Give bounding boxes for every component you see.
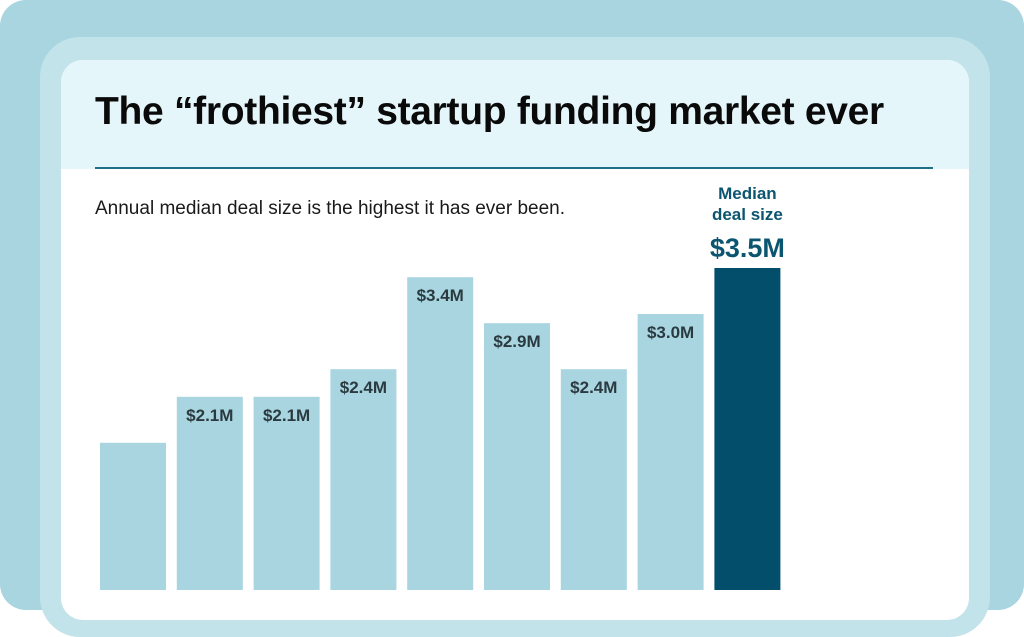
bar-label-3: $2.4M — [340, 378, 387, 397]
bar-8 — [714, 268, 781, 590]
bar-label-5: $2.9M — [493, 332, 540, 351]
bar-0 — [100, 442, 166, 590]
bar-2 — [253, 396, 320, 590]
highlight-annotation-group: Median deal size $3.5M — [710, 184, 785, 263]
annotation-value: $3.5M — [710, 233, 785, 263]
bar-chart: $2.1M $2.1M $2.4M $3.4M $2.9M $2.4M $3.0M Medi… — [100, 184, 785, 590]
bar-label-6: $2.4M — [570, 378, 617, 397]
bar-label-2: $2.1M — [263, 406, 310, 425]
bar-7 — [637, 314, 704, 590]
bars-group — [100, 268, 781, 590]
bar-labels-group: $2.1M $2.1M $2.4M $3.4M $2.9M $2.4M $3.0M — [186, 286, 694, 425]
bar-1 — [176, 396, 243, 590]
bar-5 — [484, 323, 550, 590]
chart-card: The “frothiest” startup funding market e… — [61, 60, 969, 620]
bar-4 — [407, 277, 474, 590]
bar-label-7: $3.0M — [647, 323, 694, 342]
bar-3 — [330, 369, 397, 590]
title-divider — [95, 167, 933, 169]
bar-6 — [560, 369, 627, 590]
annotation-line-2: deal size — [712, 205, 783, 224]
card-header — [61, 60, 969, 169]
chart-subtitle: Annual median deal size is the highest i… — [95, 198, 566, 219]
bar-label-1: $2.1M — [186, 406, 233, 425]
annotation-line-1: Median — [718, 184, 777, 203]
bar-label-4: $3.4M — [417, 286, 464, 305]
chart-title: The “frothiest” startup funding market e… — [95, 90, 884, 133]
